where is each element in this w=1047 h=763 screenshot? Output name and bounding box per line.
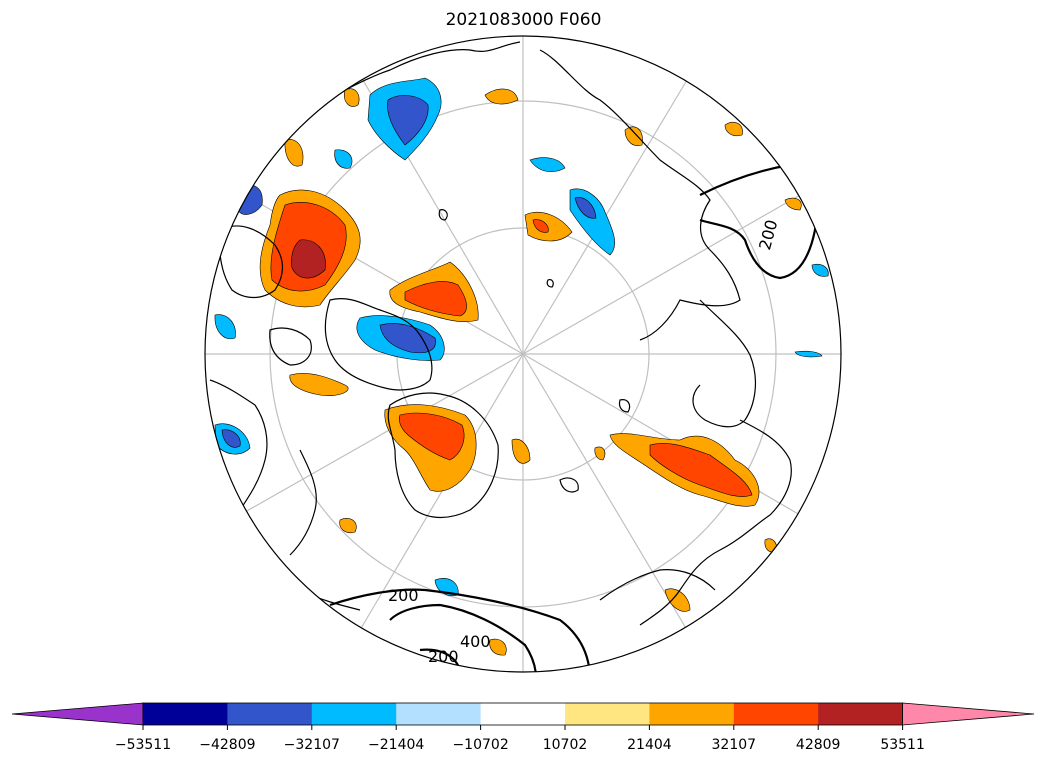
colorbar-segment xyxy=(818,703,904,725)
colorbar-tick-label: 10702 xyxy=(543,737,588,753)
colorbar-segment xyxy=(649,703,735,725)
polar-map: 200 200 400 200 xyxy=(204,35,842,673)
colorbar-tick-label: −21404 xyxy=(368,737,424,753)
colorbar-tick-label: 53511 xyxy=(880,737,925,753)
colorbar-outline xyxy=(142,702,903,726)
colorbar-tick-label: 32107 xyxy=(712,737,757,753)
contour-label-200-s: 200 xyxy=(388,586,419,605)
anomaly-fields xyxy=(214,77,829,656)
map-title: 2021083000 F060 xyxy=(445,10,602,30)
colorbar-tick-label: −32107 xyxy=(284,737,340,753)
colorbar-tick-label: −10702 xyxy=(452,737,508,753)
colorbar-segment xyxy=(733,703,819,725)
colorbar-segment xyxy=(227,703,313,725)
colorbar-extend-max xyxy=(902,702,1035,726)
colorbar-segment xyxy=(396,703,482,725)
colorbar-tick-label: −53511 xyxy=(115,737,171,753)
colorbar-segments xyxy=(11,702,1035,726)
map-boundary xyxy=(204,35,842,673)
contour-lines xyxy=(329,163,818,672)
contour-label-400: 400 xyxy=(460,632,491,651)
colorbar-segment xyxy=(311,703,397,725)
colorbar-ticks: −53511 −42809 −32107 −21404 −10702 10702 21404… xyxy=(115,725,925,753)
colorbar-tick-label: 21404 xyxy=(627,737,672,753)
contour-label-200-bottom: 200 xyxy=(428,647,459,666)
colorbar-segment xyxy=(143,703,228,725)
colorbar-tick-label: 42809 xyxy=(796,737,841,753)
colorbar-segment xyxy=(565,703,650,725)
colorbar-tick-label: −42809 xyxy=(199,737,255,753)
colorbar-segment xyxy=(480,703,566,725)
colorbar-extend-min xyxy=(11,702,144,726)
